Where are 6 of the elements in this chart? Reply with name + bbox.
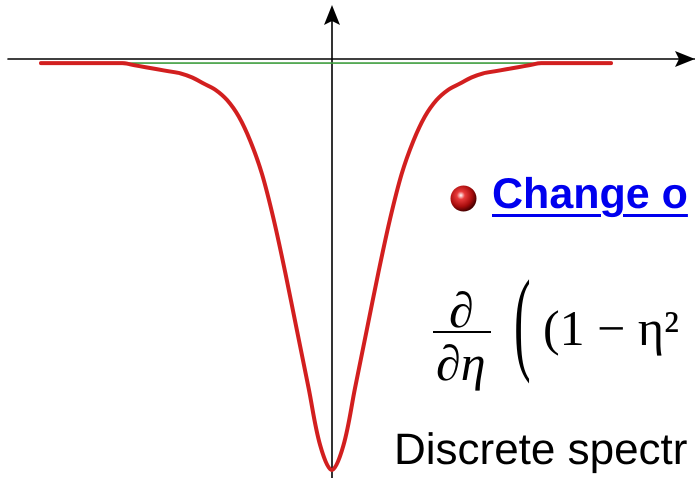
annotation: ∂: [449, 282, 474, 338]
annotation: ∂η: [436, 335, 486, 391]
annotation: (: [514, 256, 531, 384]
annotation: Change o: [492, 170, 688, 218]
annotation: (1 − η²: [543, 300, 679, 356]
annotation: Discrete spectr: [394, 425, 688, 474]
